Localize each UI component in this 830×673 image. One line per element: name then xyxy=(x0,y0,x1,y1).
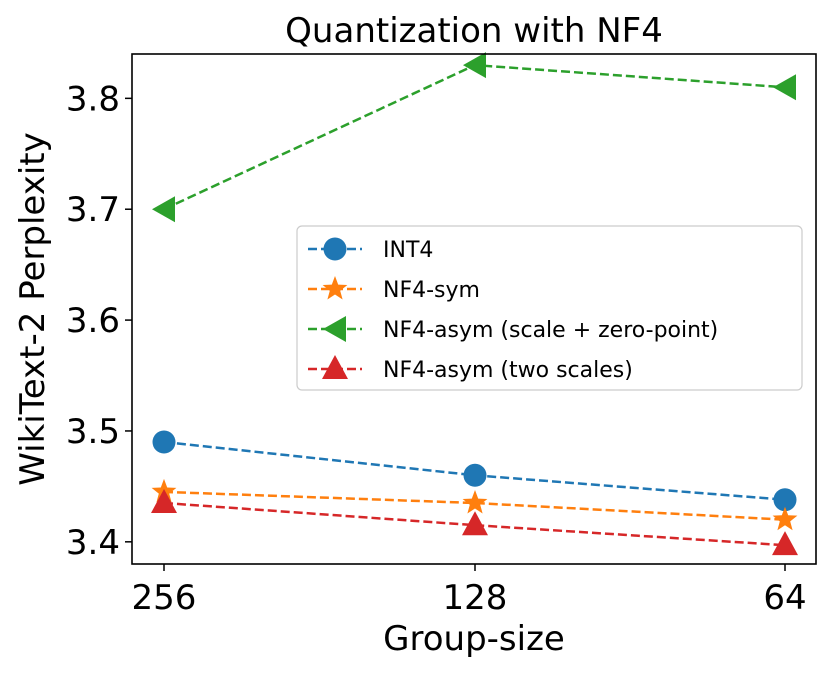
x-axis-label: Group-size xyxy=(383,619,565,659)
data-point xyxy=(463,463,487,487)
axis-ticks: 3.4 3.5 3.6 3.7 3.8 256 128 64 xyxy=(66,79,807,618)
legend-label: NF4-asym (two scales) xyxy=(383,358,633,383)
data-point xyxy=(151,489,177,514)
data-point xyxy=(463,52,486,79)
data-point xyxy=(773,74,796,101)
data-point xyxy=(462,511,488,536)
y-tick-label: 3.7 xyxy=(66,190,120,230)
x-tick-label: 256 xyxy=(132,578,197,618)
series-0 xyxy=(152,430,797,512)
data-point xyxy=(772,506,798,531)
legend-marker xyxy=(322,276,348,300)
x-tick-label: 128 xyxy=(443,578,508,618)
series-3 xyxy=(151,489,798,556)
plot-frame xyxy=(131,53,817,565)
legend-entry: NF4-asym (two scales) xyxy=(308,355,633,383)
legend-box xyxy=(296,225,803,391)
y-tick-label: 3.8 xyxy=(66,79,120,119)
series-2 xyxy=(152,52,796,223)
legend-label: NF4-sym xyxy=(383,278,480,303)
data-point xyxy=(772,531,798,556)
legend-entry: INT4 xyxy=(308,237,433,263)
y-axis-label: WikiText-2 Perplexity xyxy=(13,132,53,485)
x-tick-label: 64 xyxy=(763,578,806,618)
legend-label: INT4 xyxy=(383,238,433,263)
y-tick-label: 3.5 xyxy=(66,412,120,452)
legend-entry: NF4-sym xyxy=(308,276,480,303)
y-tick-label: 3.6 xyxy=(66,301,120,341)
legend-marker xyxy=(323,316,346,342)
legend-marker xyxy=(322,355,348,379)
legend-marker xyxy=(323,237,347,261)
y-tick-label: 3.4 xyxy=(66,523,120,563)
data-point xyxy=(462,490,488,514)
series-line xyxy=(163,63,786,211)
data-point xyxy=(773,488,797,512)
data-point xyxy=(152,196,175,223)
legend: INT4 NF4-sym NF4-asym (scale + zero-point)… xyxy=(296,225,803,391)
plot-area xyxy=(151,52,798,556)
legend-label: NF4-asym (scale + zero-point) xyxy=(383,318,718,343)
data-point xyxy=(152,430,176,454)
chart-title: Quantization with NF4 xyxy=(285,11,663,51)
legend-entry: NF4-asym (scale + zero-point) xyxy=(308,316,718,343)
